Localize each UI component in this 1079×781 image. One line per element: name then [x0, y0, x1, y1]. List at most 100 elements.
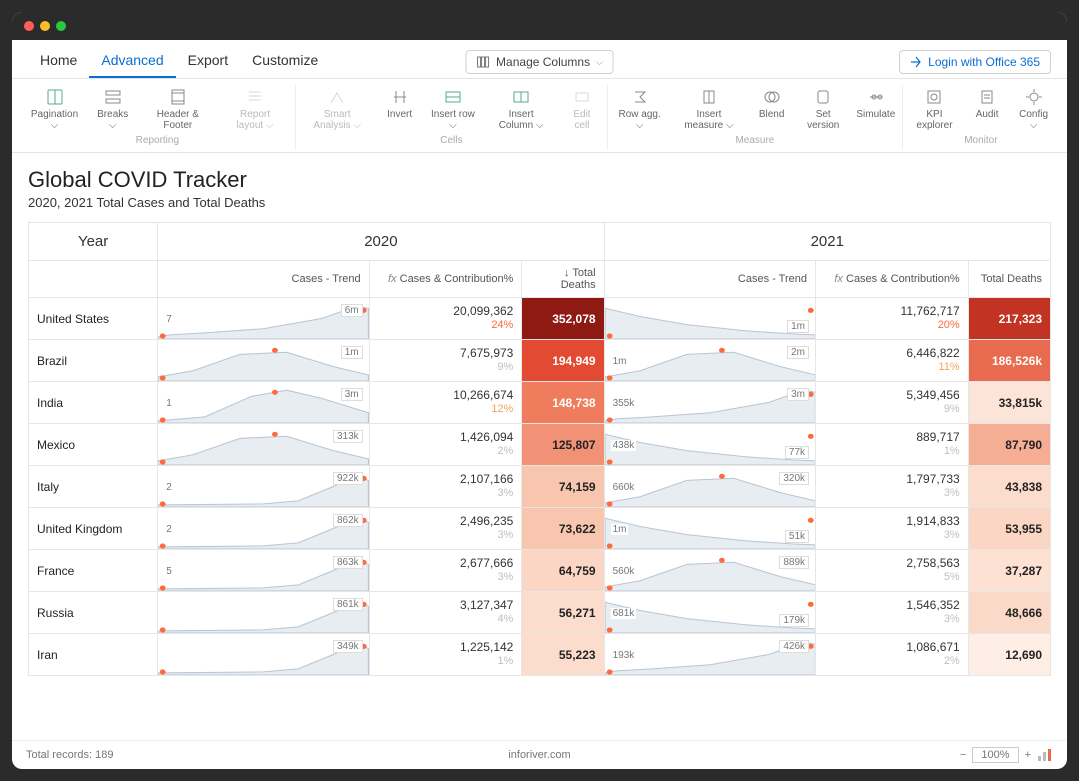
cases-cell: 3,127,3474% — [369, 592, 522, 634]
trend-cell: 861k — [158, 592, 369, 634]
chart-icon[interactable] — [1037, 748, 1053, 762]
col-trend-2021[interactable]: Cases - Trend — [604, 261, 815, 298]
year-header: Year — [29, 223, 158, 261]
footer-site: inforiver.com — [508, 749, 570, 761]
zoom-controls: − 100% + — [960, 747, 1053, 763]
table-row[interactable]: Mexico313k1,426,0942%125,807438k77k889,7… — [29, 424, 1051, 466]
ribbon-set-version[interactable]: Set version — [797, 85, 850, 133]
table-row[interactable]: United Kingdom2862k2,496,2353%73,6221m51… — [29, 508, 1051, 550]
ribbon-group-measure: Row agg. ⌵Insert measure ⌵BlendSet versi… — [608, 85, 903, 150]
ribbon-config[interactable]: Config ⌵ — [1012, 85, 1055, 133]
ribbon-kpi-explorer[interactable]: KPI explorer — [907, 85, 962, 133]
record-count: Total records: 189 — [26, 749, 113, 761]
country-name: Russia — [29, 592, 158, 634]
trend-cell: 1m — [158, 340, 369, 382]
table-row[interactable]: Russia861k3,127,3474%56,271681k179k1,546… — [29, 592, 1051, 634]
ribbon-row-agg-[interactable]: Row agg. ⌵ — [612, 85, 667, 133]
col-deaths-2021[interactable]: Total Deaths — [968, 261, 1050, 298]
trend-cell: 1m — [604, 298, 815, 340]
table-row[interactable]: Iran349k1,225,1421%55,223193k426k1,086,6… — [29, 634, 1051, 676]
tab-customize[interactable]: Customize — [240, 46, 330, 78]
col-cases-2020[interactable]: fx Cases & Contribution% — [369, 261, 522, 298]
trend-cell: 5863k — [158, 550, 369, 592]
col-cases-2021[interactable]: fx Cases & Contribution% — [816, 261, 969, 298]
cases-cell: 6,446,82211% — [816, 340, 969, 382]
trend-cell: 355k3m — [604, 382, 815, 424]
cases-cell: 11,762,71720% — [816, 298, 969, 340]
login-label: Login with Office 365 — [928, 55, 1040, 69]
ribbon-pagination[interactable]: Pagination ⌵ — [24, 85, 85, 133]
columns-icon — [476, 55, 490, 69]
deaths-cell: 37,287 — [968, 550, 1050, 592]
table-row[interactable]: France5863k2,677,6663%64,759560k889k2,75… — [29, 550, 1051, 592]
cases-cell: 1,426,0942% — [369, 424, 522, 466]
cases-cell: 5,349,4569% — [816, 382, 969, 424]
trend-cell: 438k77k — [604, 424, 815, 466]
trend-cell: 660k320k — [604, 466, 815, 508]
cases-cell: 2,496,2353% — [369, 508, 522, 550]
cases-cell: 20,099,36224% — [369, 298, 522, 340]
col-trend-2020[interactable]: Cases - Trend — [158, 261, 369, 298]
zoom-in-button[interactable]: + — [1025, 749, 1031, 761]
trend-cell: 681k179k — [604, 592, 815, 634]
chevron-down-icon: ⌵ — [596, 57, 603, 68]
minimize-icon[interactable] — [40, 21, 50, 31]
ribbon-report-layout: Report layout ⌵ — [219, 85, 290, 133]
cases-cell: 1,797,7333% — [816, 466, 969, 508]
manage-columns-button[interactable]: Manage Columns ⌵ — [465, 50, 614, 74]
year-2021-header[interactable]: 2021 — [604, 223, 1050, 261]
country-name: Brazil — [29, 340, 158, 382]
col-deaths-2020[interactable]: ↓ Total Deaths — [522, 261, 604, 298]
ribbon-header-footer[interactable]: Header & Footer — [140, 85, 215, 133]
cases-cell: 10,266,67412% — [369, 382, 522, 424]
ribbon-group-label: Reporting — [136, 133, 179, 150]
report-title: Global COVID Tracker — [28, 167, 1051, 193]
ribbon-insert-column[interactable]: Insert Column ⌵ — [485, 85, 557, 133]
ribbon-group-label: Cells — [440, 133, 462, 150]
zoom-out-button[interactable]: − — [960, 749, 966, 761]
ribbon-insert-row[interactable]: Insert row ⌵ — [425, 85, 482, 133]
ribbon-group-label: Measure — [735, 133, 774, 150]
table-row[interactable]: India13m10,266,67412%148,738355k3m5,349,… — [29, 382, 1051, 424]
table-row[interactable]: United States76m20,099,36224%352,0781m11… — [29, 298, 1051, 340]
ribbon-simulate[interactable]: Simulate — [854, 85, 898, 133]
ribbon-group-monitor: KPI explorerAuditConfig ⌵Monitor — [903, 85, 1059, 150]
country-name: Iran — [29, 634, 158, 676]
data-table: Year 2020 2021 Cases - Trendfx Cases & C… — [28, 222, 1051, 676]
deaths-cell: 352,078 — [522, 298, 604, 340]
deaths-cell: 64,759 — [522, 550, 604, 592]
ribbon-breaks[interactable]: Breaks ⌵ — [89, 85, 136, 133]
ribbon-group-cells: Smart Analysis ⌵InvertInsert row ⌵Insert… — [296, 85, 608, 150]
ribbon-invert[interactable]: Invert — [379, 85, 421, 133]
ribbon: Pagination ⌵Breaks ⌵Header & FooterRepor… — [12, 79, 1067, 153]
login-icon — [910, 56, 922, 68]
tab-home[interactable]: Home — [28, 46, 89, 78]
deaths-cell: 53,955 — [968, 508, 1050, 550]
ribbon-insert-measure[interactable]: Insert measure ⌵ — [671, 85, 746, 133]
login-button[interactable]: Login with Office 365 — [899, 50, 1051, 74]
table-row[interactable]: Italy2922k2,107,1663%74,159660k320k1,797… — [29, 466, 1051, 508]
ribbon-blend[interactable]: Blend — [751, 85, 793, 133]
close-icon[interactable] — [24, 21, 34, 31]
deaths-cell: 194,949 — [522, 340, 604, 382]
trend-cell: 560k889k — [604, 550, 815, 592]
tab-advanced[interactable]: Advanced — [89, 46, 175, 78]
tab-export[interactable]: Export — [176, 46, 240, 78]
report-subtitle: 2020, 2021 Total Cases and Total Deaths — [28, 195, 1051, 210]
deaths-cell: 217,323 — [968, 298, 1050, 340]
ribbon-audit[interactable]: Audit — [966, 85, 1008, 133]
maximize-icon[interactable] — [56, 21, 66, 31]
deaths-cell: 33,815k — [968, 382, 1050, 424]
cases-cell: 7,675,9739% — [369, 340, 522, 382]
cases-cell: 2,677,6663% — [369, 550, 522, 592]
ribbon-smart-analysis: Smart Analysis ⌵ — [300, 85, 375, 133]
deaths-cell: 43,838 — [968, 466, 1050, 508]
table-row[interactable]: Brazil1m7,675,9739%194,9491m2m6,446,8221… — [29, 340, 1051, 382]
deaths-cell: 186,526k — [968, 340, 1050, 382]
menu-tabs: HomeAdvancedExportCustomize — [28, 46, 330, 78]
deaths-cell: 74,159 — [522, 466, 604, 508]
trend-cell: 13m — [158, 382, 369, 424]
cases-cell: 1,225,1421% — [369, 634, 522, 676]
year-2020-header[interactable]: 2020 — [158, 223, 604, 261]
content-area: Global COVID Tracker 2020, 2021 Total Ca… — [12, 153, 1067, 740]
